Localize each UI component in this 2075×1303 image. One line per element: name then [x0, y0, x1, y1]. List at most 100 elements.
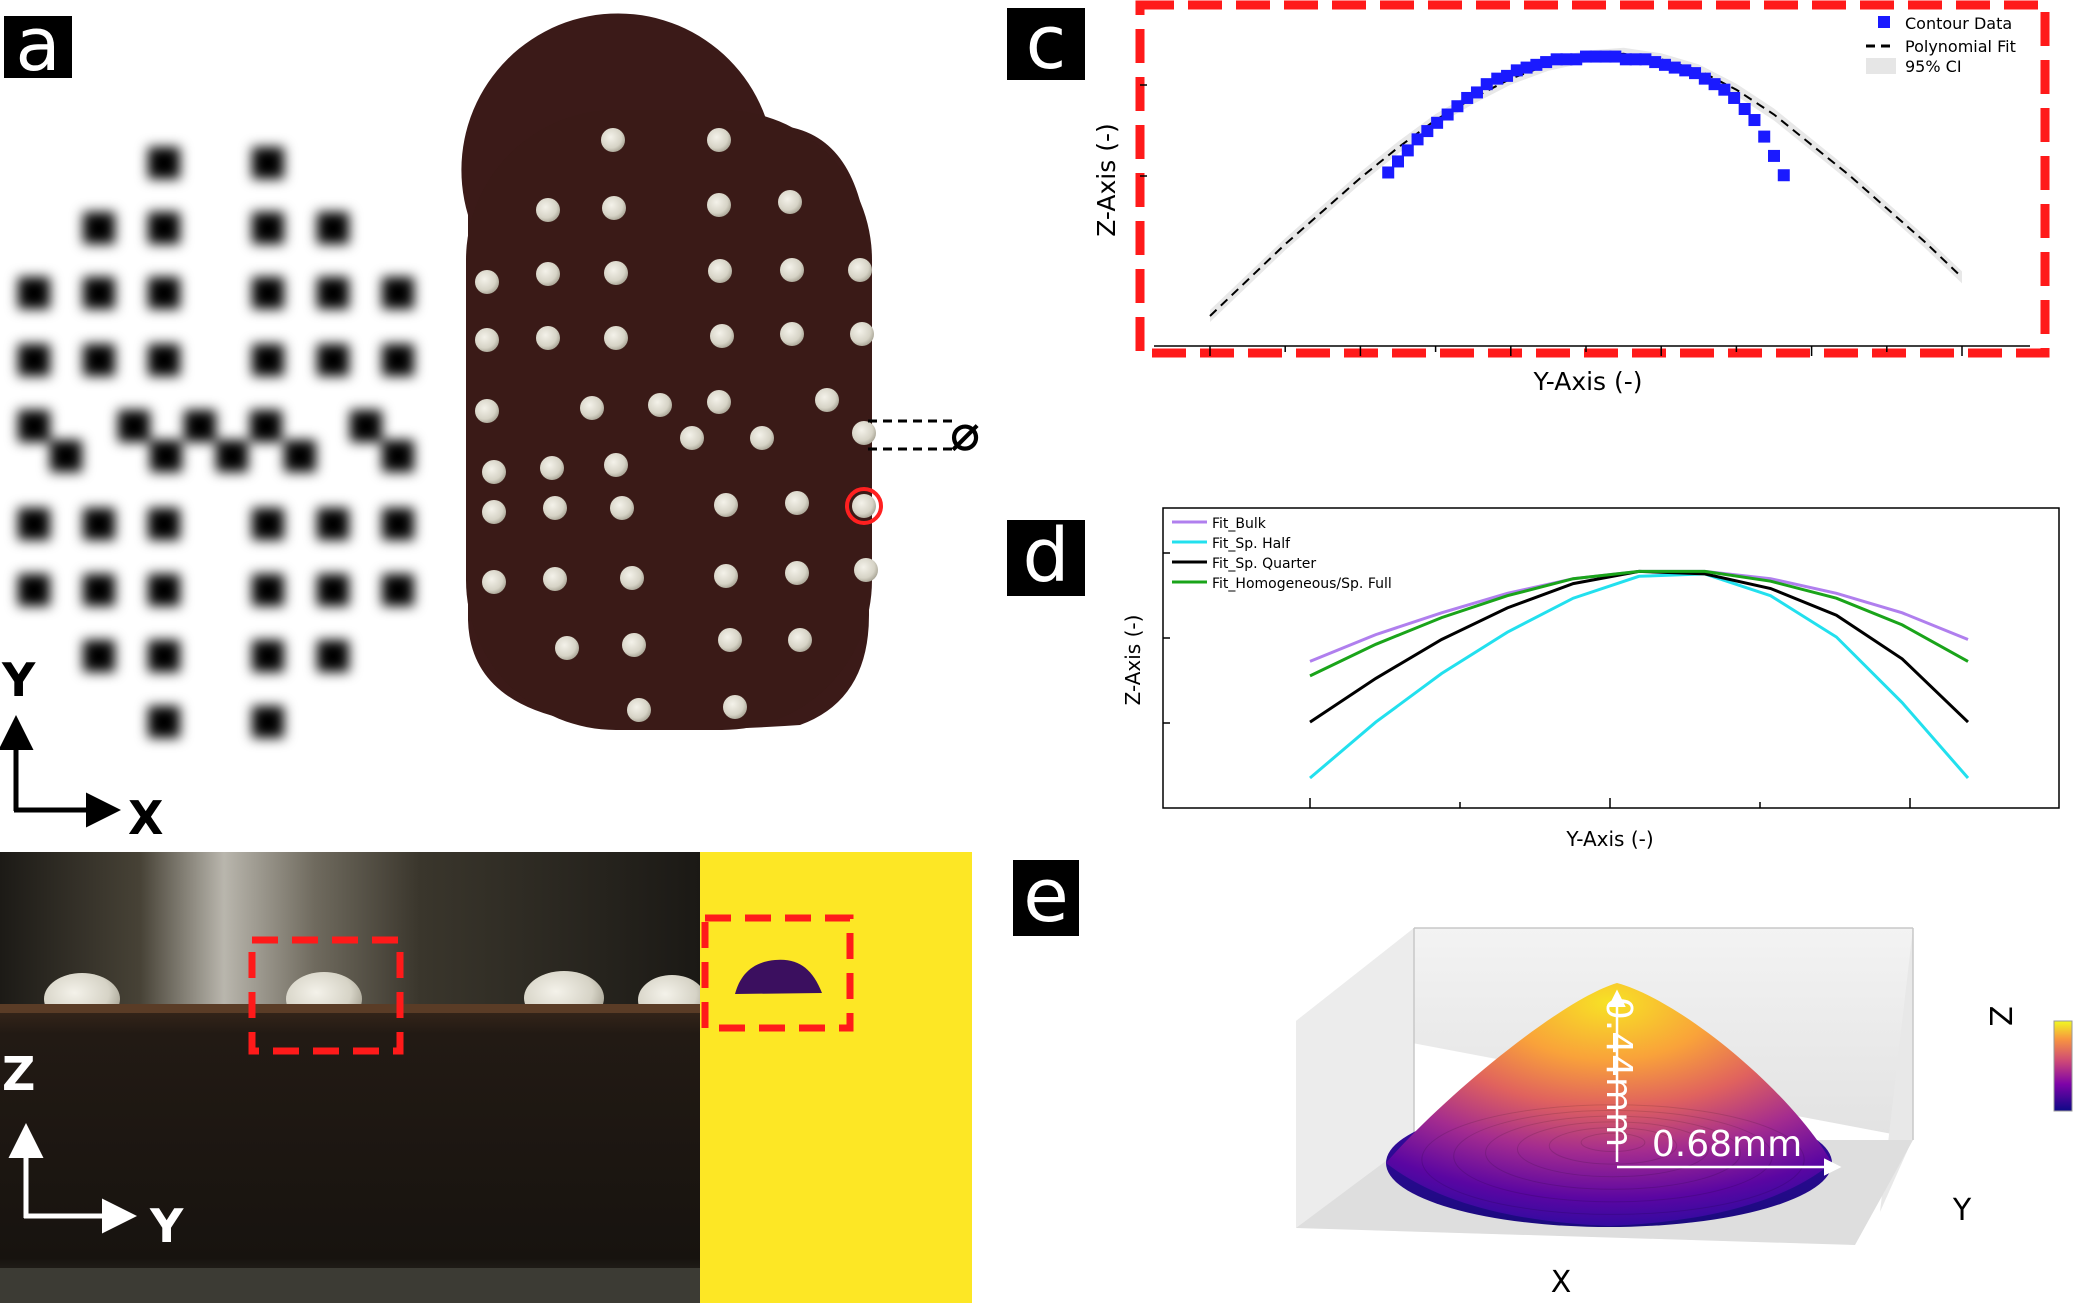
pattern-square: [317, 344, 349, 376]
pattern-square: [382, 508, 414, 540]
panel-label-e: e: [1013, 859, 1079, 936]
legend-label: Fit_Sp. Quarter: [1212, 556, 1316, 572]
printed-dot: [610, 496, 634, 520]
contour-data-point: [1461, 91, 1474, 104]
substrate-top-edge: [0, 1004, 700, 1013]
legend-label-contour-data: Contour Data: [1905, 14, 2012, 33]
printed-dot: [604, 326, 628, 350]
printed-dot: [780, 258, 804, 282]
contour-data-point: [1501, 69, 1514, 82]
panel-a-axis-y-label: Y: [1, 653, 36, 707]
printed-dot: [852, 421, 876, 445]
pattern-square: [18, 277, 50, 309]
contour-data-point: [1689, 67, 1702, 80]
contour-data-point: [1658, 58, 1671, 71]
panel-d-y-axis-label: Z-Axis (-): [1121, 615, 1145, 706]
printed-dot: [604, 453, 628, 477]
printed-dot: [475, 270, 499, 294]
panel-c-y-axis-label: Z-Axis (-): [1092, 123, 1121, 237]
legend-swatch-contour-data: [1878, 16, 1890, 28]
pattern-square: [382, 344, 414, 376]
printed-dot: [778, 190, 802, 214]
pattern-square: [18, 344, 50, 376]
printed-dot: [780, 322, 804, 346]
mesh-ring: [1548, 1127, 1678, 1165]
contour-data-point: [1480, 78, 1493, 91]
substrate-layer: [0, 1004, 700, 1303]
pattern-square: [252, 508, 284, 540]
pattern-square: [148, 706, 180, 738]
contour-data-point: [1520, 61, 1533, 74]
printed-dot: [680, 426, 704, 450]
pattern-square: [184, 410, 216, 442]
dome-surface: [1386, 983, 1832, 1226]
pattern-square: [252, 706, 284, 738]
contour-data-point: [1649, 56, 1662, 69]
panel-d-frame: [1162, 507, 2060, 809]
contour-data-point: [1392, 155, 1404, 168]
panel-b-photo: Z Y: [0, 852, 706, 1303]
panel-label-d: d: [1007, 519, 1085, 596]
pattern-square: [252, 212, 284, 244]
panel-d-plot-area: [1309, 569, 1970, 780]
panel-label-c: c: [1007, 6, 1085, 80]
printed-dot: [708, 259, 732, 283]
dome-mesh: [1421, 1104, 1805, 1215]
printed-dot: [723, 695, 747, 719]
contour-data-point: [1491, 72, 1504, 85]
pattern-square: [83, 344, 115, 376]
printed-dot: [602, 196, 626, 220]
pattern-square: [18, 508, 50, 540]
panel-d-ticks: [1163, 552, 1911, 808]
highlight-circle: [845, 487, 883, 525]
panel-c-y-ticks: [1140, 84, 1147, 177]
panel-b-axis-y-label: Y: [149, 1199, 184, 1253]
panel-d-chart: Y-Axis (-) Z-Axis (-) Fit_Bulk Fit_Sp. Ha…: [1121, 507, 2060, 851]
contour-data-point: [1738, 103, 1751, 115]
contour-data-point: [1619, 53, 1632, 66]
legend-label: Fit_Homogeneous/Sp. Full: [1212, 576, 1392, 592]
printed-dot: [785, 561, 809, 585]
printed-dot: [854, 558, 878, 582]
printed-dot: [543, 567, 567, 591]
contour-data-point: [1530, 58, 1543, 71]
pattern-square: [150, 440, 182, 472]
series-line: [1309, 569, 1969, 678]
contour-data-point: [1470, 86, 1483, 99]
printed-dot: [648, 393, 672, 417]
printed-dot: [536, 262, 560, 286]
printed-dot: [555, 636, 579, 660]
panel-c-frame: [1135, 0, 2050, 358]
pattern-square: [148, 640, 180, 672]
contour-data-point: [1382, 166, 1395, 179]
panel-c-chart: Y-Axis (-) Z-Axis (-) Contour Data Polyn…: [1092, 0, 2050, 396]
printed-dot: [601, 128, 625, 152]
printed-dot: [475, 328, 499, 352]
contour-data-point: [1728, 91, 1741, 104]
zoom-box-mask: [701, 914, 854, 1032]
left-wall: [1296, 928, 1414, 1228]
pattern-square: [148, 344, 180, 376]
pattern-square: [83, 640, 115, 672]
diameter-icon: ⌀: [950, 404, 980, 462]
mesh-ring: [1516, 1121, 1710, 1178]
pattern-square: [83, 212, 115, 244]
printed-dot: [785, 491, 809, 515]
contour-data-point: [1629, 53, 1642, 66]
contour-data-point: [1401, 144, 1414, 157]
segmentation-dot-shape: [735, 959, 822, 994]
printed-dot: [710, 324, 734, 348]
contour-data-point: [1589, 50, 1602, 63]
pattern-square: [216, 440, 248, 472]
contour-data-point: [1441, 108, 1454, 121]
radius-label: 0.68mm: [1652, 1124, 1802, 1165]
printed-dot: [622, 633, 646, 657]
panel-e-axis-x-label: X: [1551, 1265, 1572, 1300]
contour-data-point: [1768, 149, 1780, 162]
pattern-square: [382, 574, 414, 606]
panel-c-x-axis-label: Y-Axis (-): [1532, 367, 1642, 396]
pattern-square: [83, 508, 115, 540]
pattern-square: [252, 640, 284, 672]
printed-dot: [714, 564, 738, 588]
